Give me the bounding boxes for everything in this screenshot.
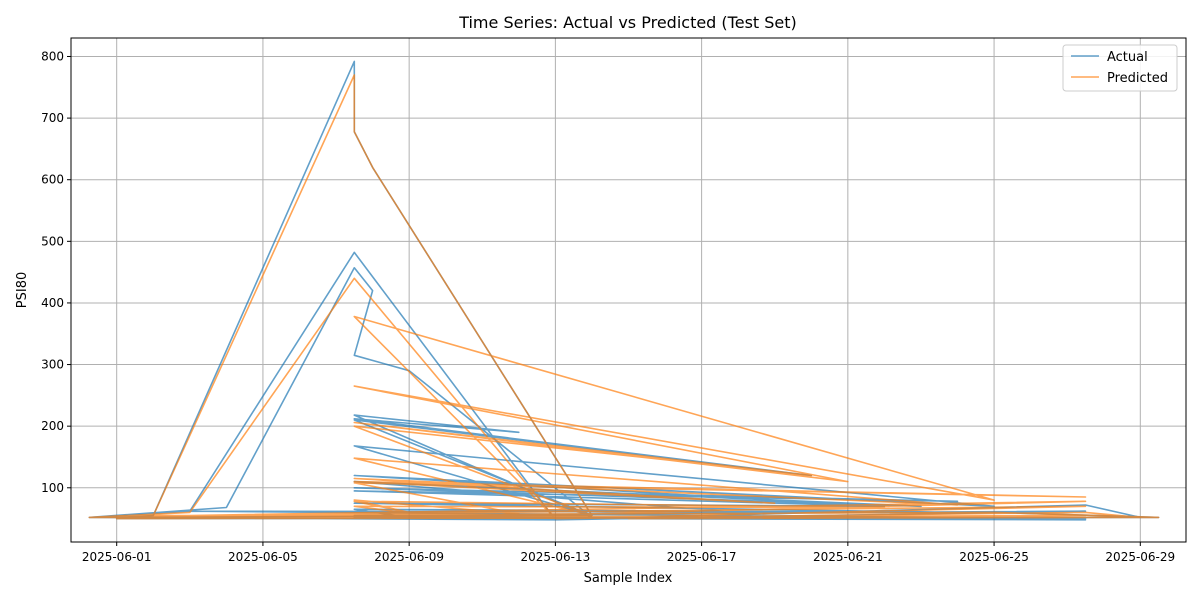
y-tick-label: 300 — [41, 358, 64, 372]
y-tick-label: 600 — [41, 173, 64, 187]
legend-label-actual: Actual — [1107, 50, 1148, 65]
x-tick-label: 2025-06-17 — [667, 550, 737, 564]
grid-layer — [71, 38, 1186, 542]
chart-title: Time Series: Actual vs Predicted (Test S… — [458, 13, 797, 32]
y-tick-label: 500 — [41, 234, 64, 248]
legend-label-predicted: Predicted — [1107, 71, 1168, 86]
y-tick-label: 800 — [41, 49, 64, 63]
x-tick-label: 2025-06-21 — [813, 550, 883, 564]
y-tick-label: 200 — [41, 419, 64, 433]
y-tick-label: 100 — [41, 481, 64, 495]
x-tick-label: 2025-06-29 — [1105, 550, 1175, 564]
legend: Actual Predicted — [1062, 44, 1178, 92]
x-tick-label: 2025-06-13 — [521, 550, 591, 564]
x-tick-label: 2025-06-01 — [82, 550, 152, 564]
y-axis-title: PSI80 — [15, 272, 30, 308]
x-tick-label: 2025-06-25 — [959, 550, 1029, 564]
y-tick-label: 400 — [41, 296, 64, 310]
series-layer — [88, 60, 1160, 521]
x-tick-label: 2025-06-05 — [228, 550, 298, 564]
x-tick-label: 2025-06-09 — [374, 550, 444, 564]
tick-layer: 2025-06-01 2025-06-05 2025-06-09 2025-06-13… — [41, 49, 1175, 564]
plot-frame — [70, 37, 1187, 543]
series-line-predicted — [88, 74, 1160, 520]
y-tick-label: 700 — [41, 111, 64, 125]
x-axis-title: Sample Index — [584, 571, 673, 586]
